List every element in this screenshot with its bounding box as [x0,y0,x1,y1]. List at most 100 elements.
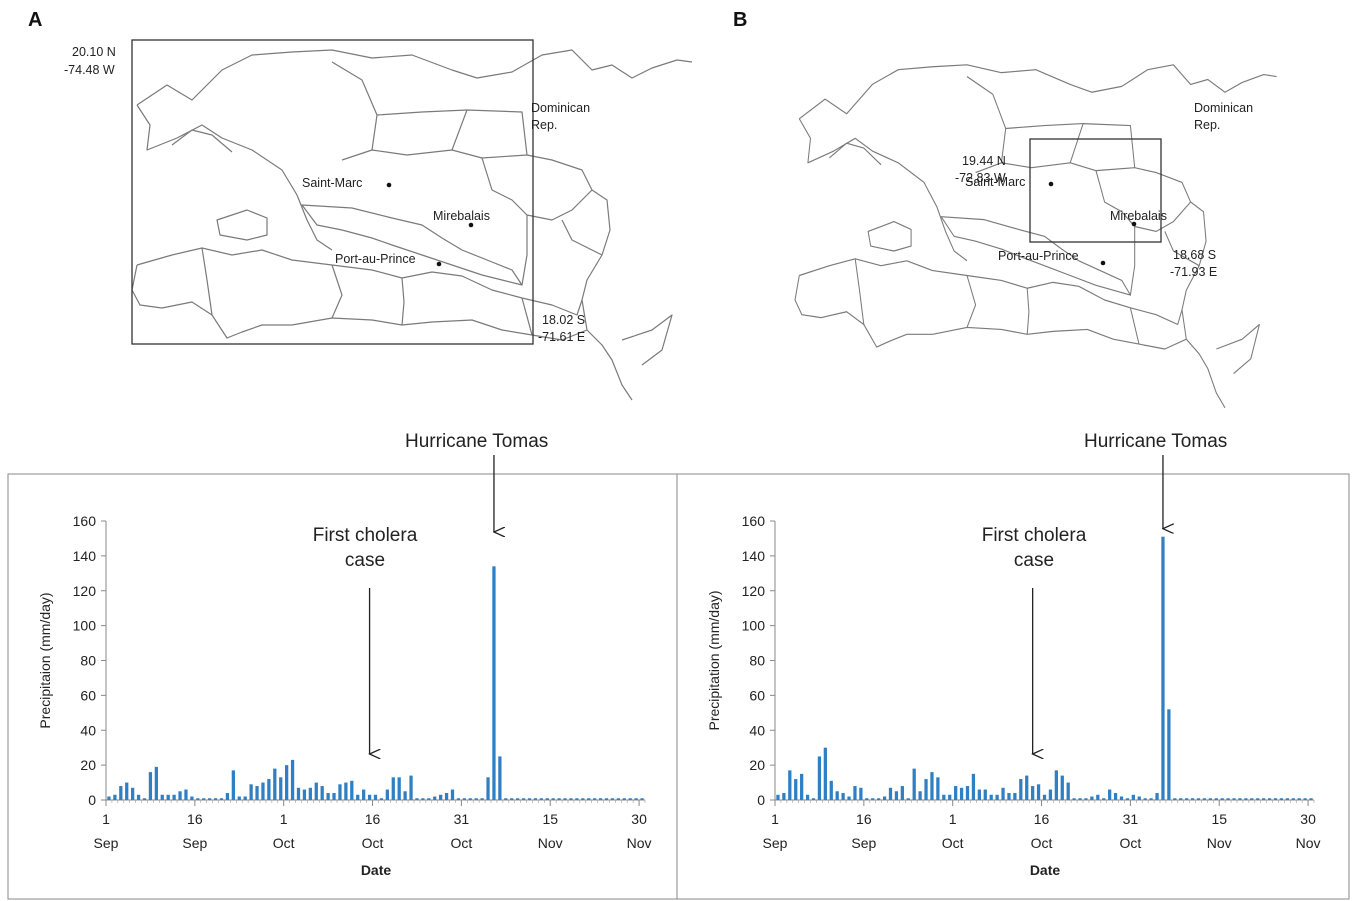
chart-b-bar [1119,796,1124,800]
chart-b-bar [1291,798,1295,800]
chart-b-bar [835,791,839,800]
chart-a-bar [290,759,295,800]
chart-a-ytick-label: 40 [80,722,96,738]
chart-b-xtick-label-day: 1 [771,811,779,827]
chart-a-bar [456,798,461,800]
chart-a-bar [616,798,620,800]
chart-b-bar [1226,798,1230,800]
chart-b-bar [1202,798,1207,800]
chart-a-bar [119,786,123,800]
chart-b-xtick-label-day: 15 [1211,811,1227,827]
chart-b-ytick-label: 160 [742,513,766,529]
chart-b-xtick-label-month: Nov [1296,835,1321,851]
chart-b-bar [1238,798,1242,800]
chart-a-bar [320,786,324,800]
chart-a-bar [367,794,372,800]
chart-a-bar [243,796,247,800]
chart-b-bar [800,773,804,800]
chart-a-bar [504,798,508,800]
chart-b-bar [1113,793,1118,800]
map-a-nw-lon: -74.48 W [64,63,115,77]
chart-a-bar [492,566,496,800]
panel-letter-b: B [733,9,747,31]
chart-a-bar [486,777,490,800]
chart-a-ytick-label: 120 [73,583,97,599]
chart-b-bar [1256,798,1260,800]
chart-b-xtick-label-month: Nov [1207,835,1232,851]
chart-b-bar [1309,798,1313,800]
chart-a-bar [142,798,147,800]
chart-a-xtick-label-day: 16 [365,811,381,827]
chart-b-bar [871,798,875,800]
chart-a-bar [113,794,117,800]
chart-a-bar [296,787,301,800]
chart-a-bar [403,791,407,800]
chart-b-bar [912,768,916,800]
chart-b-bar [859,787,863,800]
chart-b-ytick-label: 80 [749,653,765,669]
chart-a-bar [516,798,520,800]
chart-b-bar [959,787,964,800]
chart-b-bar [1001,787,1005,800]
chart-b-bar [1262,798,1266,800]
chart-b-bar [906,798,910,800]
chart-b-xtick-label-day: 1 [949,811,957,827]
chart-a-bar [545,798,549,800]
chart-b-bar [888,787,893,800]
chart-b-bar [1102,798,1106,800]
map-b-dot-port [1100,260,1106,266]
chart-a-bar [350,780,354,800]
chart-b-xtick-label-day: 31 [1123,811,1139,827]
chart-b-bar [1208,798,1212,800]
chart-a-bar [450,789,455,800]
chart-a-bar [610,798,615,800]
chart-a-bar [131,787,135,800]
chart-b-bar [1244,798,1248,800]
chart-b-bar [965,786,970,800]
chart-b-ytick-label: 40 [749,722,765,738]
chart-b-ytick-label: 60 [749,687,765,703]
chart-a-ytick-label: 140 [73,548,97,564]
chart-a-bar [285,765,289,800]
chart-a-cholera-label-line2: case [345,550,385,571]
chart-b-bar [776,794,780,800]
chart-b-bar [1167,709,1171,800]
chart-a-bar [533,798,538,800]
chart-a-bar [521,798,526,800]
chart-a-ytick-label: 80 [80,653,96,669]
chart-b-bar [1084,798,1088,800]
chart-a-bar [219,798,224,800]
chart-a-ytick-label: 160 [73,513,97,529]
chart-a-bar [273,768,277,800]
chart-b-bar [1096,794,1100,800]
chart-b-bar [794,779,798,800]
chart-b-bar [954,786,958,800]
chart-a-bar [166,794,170,800]
chart-b-bar [1131,794,1135,800]
chart-a-ytick-label: 20 [80,757,96,773]
chart-a-hurricane-label: Hurricane Tomas [405,431,548,452]
map-b-nw-lon: -72.83 W [955,171,1006,185]
chart-b-xtick-label-month: Oct [1031,835,1053,851]
chart-b-bar [971,773,976,800]
chart-b-bar [1267,798,1272,800]
chart-a-bar [196,798,200,800]
chart-a-bar [421,798,425,800]
map-a-se-lat: 18.02 S [542,313,585,327]
chart-b-bar [805,794,810,800]
chart-a-bar [551,798,555,800]
chart-a-xtick-label-day: 1 [102,811,110,827]
chart-b-bar [894,791,899,800]
chart-a-bar [373,794,378,800]
chart-b-xtick-label-month: Sep [851,835,876,851]
chart-b-bar [782,793,786,800]
chart-a-bar [308,787,312,800]
chart-b-ylabel: Precipitation (mm/day) [706,590,722,730]
chart-b-bar [1220,798,1224,800]
map-b-se-lon: -71.93 E [1170,265,1217,279]
chart-a-bar [172,794,176,800]
chart-b-ytick-label: 120 [742,583,766,599]
chart-a-xtick-label-month: Oct [273,835,295,851]
chart-b-bar [1161,536,1165,800]
